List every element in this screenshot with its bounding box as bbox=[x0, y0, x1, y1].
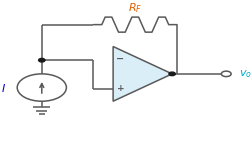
Circle shape bbox=[220, 71, 230, 77]
Text: $I$: $I$ bbox=[1, 81, 6, 94]
Polygon shape bbox=[113, 47, 171, 101]
Text: +: + bbox=[116, 84, 124, 93]
Text: $v_o$: $v_o$ bbox=[238, 68, 250, 80]
Text: $R_F$: $R_F$ bbox=[128, 1, 142, 15]
Circle shape bbox=[168, 72, 175, 76]
Circle shape bbox=[39, 58, 45, 62]
Text: −: − bbox=[116, 54, 124, 64]
